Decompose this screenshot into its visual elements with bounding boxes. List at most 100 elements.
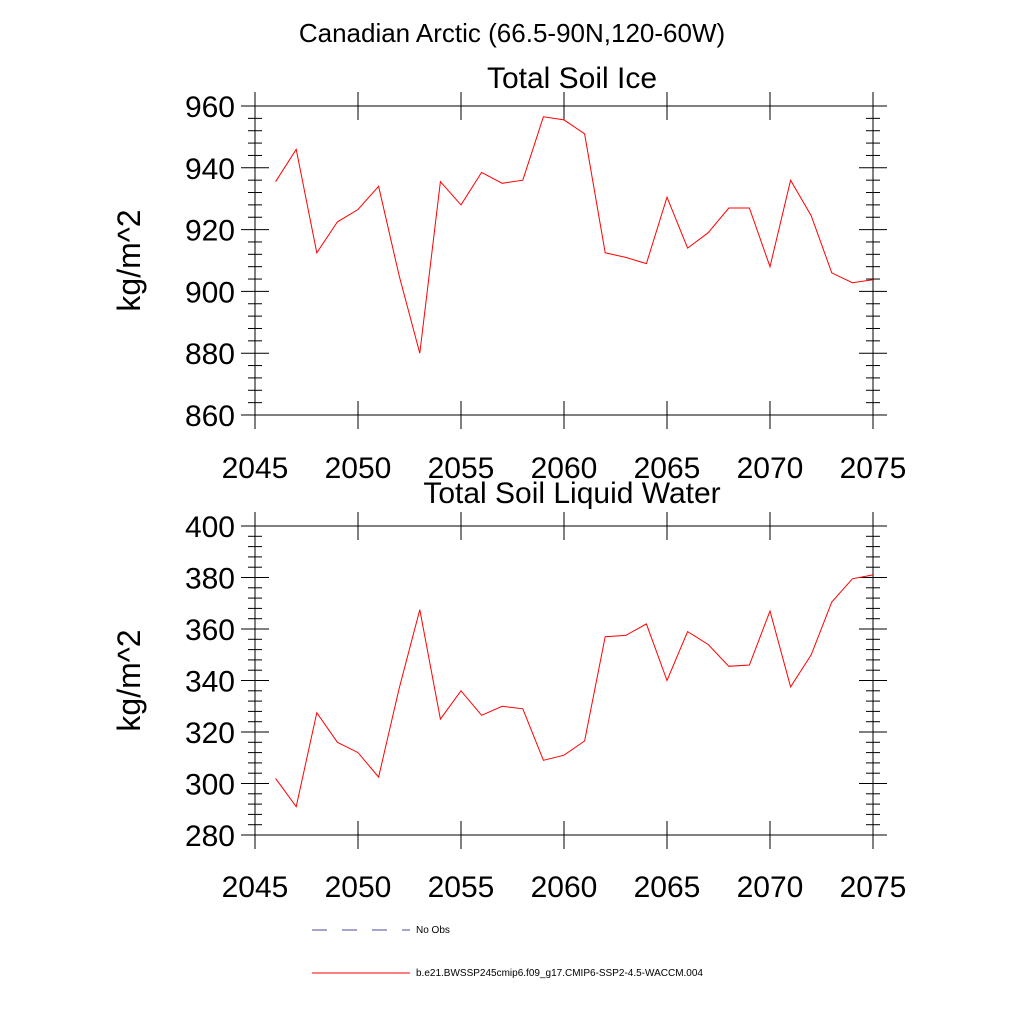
y-tick-label: 860 [185,400,235,433]
data-point [584,133,585,134]
data-point [790,180,791,181]
panel-total-soil-ice: Total Soil Ice kg/m^2 860 880 900 920 940 960 20… [111,62,906,485]
data-point [296,149,297,150]
data-point [461,690,462,691]
data-point [419,609,420,610]
data-point [708,644,709,645]
data-point [502,706,503,707]
data-point [667,197,668,198]
data-point [378,186,379,187]
plot-title: Total Soil Liquid Water [423,477,720,510]
x-tick-label: 2055 [428,871,495,904]
data-point [687,248,688,249]
data-point [502,183,503,184]
data-point [419,353,420,354]
x-tick-label: 2060 [531,871,598,904]
data-point [770,611,771,612]
x-tick-label: 2075 [840,452,907,485]
data-point [522,708,523,709]
data-point [646,623,647,624]
data-point [811,215,812,216]
plot-frame [254,525,874,836]
x-tick-label: 2070 [737,452,804,485]
data-point [831,272,832,273]
data-point [605,636,606,637]
data-point [275,778,276,779]
figure-suptitle: Canadian Arctic (66.5-90N,120-60W) [299,18,725,48]
data-point [687,631,688,632]
data-point [873,574,874,575]
x-tick-label: 2045 [222,871,289,904]
legend-label-model: b.e21.BWSSP245cmip6.f09_g17.CMIP6-SSP2-4… [416,968,703,979]
data-point [564,119,565,120]
data-point [461,204,462,205]
data-point [358,209,359,210]
data-point [625,635,626,636]
series-line [275,116,874,354]
data-point [358,752,359,753]
data-point [337,221,338,222]
data-point [749,208,750,209]
data-point [440,181,441,182]
data-point [852,578,853,579]
data-point [543,116,544,117]
data-point [296,806,297,807]
data-point [337,742,338,743]
y-tick-label: 940 [185,153,235,186]
data-point [790,686,791,687]
data-point [399,275,400,276]
data-point [811,654,812,655]
data-point [399,688,400,689]
panel-total-soil-liquid-water: Total Soil Liquid Water kg/m^2 280 300 320 34… [111,477,906,904]
data-point [605,252,606,253]
data-point [873,279,874,280]
data-point [667,680,668,681]
x-tick-label: 2060 [531,452,598,485]
x-tick-label: 2055 [428,452,495,485]
y-axis-label: kg/m^2 [111,209,147,311]
data-point [625,257,626,258]
x-tick-label: 2070 [737,871,804,904]
y-tick-label: 920 [185,215,235,248]
data-point [728,666,729,667]
y-tick-label: 280 [185,820,235,853]
data-point [481,715,482,716]
x-tick-label: 2075 [840,871,907,904]
data-point [316,252,317,253]
data-point [275,181,276,182]
data-point [728,208,729,209]
plot-title: Total Soil Ice [487,62,657,95]
legend: No Obs b.e21.BWSSP245cmip6.f09_g17.CMIP6… [312,925,703,979]
y-tick-label: 400 [185,511,235,544]
data-point [440,719,441,720]
plot-frame [254,105,874,416]
y-tick-label: 320 [185,717,235,750]
data-point [770,266,771,267]
data-point [708,232,709,233]
series-line [275,574,874,808]
data-point [543,760,544,761]
y-tick-label: 300 [185,769,235,802]
data-point [646,263,647,264]
y-tick-label: 960 [185,91,235,124]
data-point [316,712,317,713]
y-tick-label: 380 [185,563,235,596]
data-point [831,602,832,603]
data-point [522,180,523,181]
data-point [564,755,565,756]
y-tick-label: 360 [185,614,235,647]
data-point [378,777,379,778]
data-point [749,665,750,666]
x-tick-label: 2045 [222,452,289,485]
x-tick-label: 2065 [634,871,701,904]
x-tick-label: 2050 [325,452,392,485]
y-tick-label: 880 [185,338,235,371]
data-point [481,172,482,173]
y-tick-label: 340 [185,666,235,699]
data-point [584,741,585,742]
x-tick-label: 2065 [634,452,701,485]
legend-label-no-obs: No Obs [416,925,450,936]
x-tick-label: 2050 [325,871,392,904]
y-axis-label: kg/m^2 [111,629,147,731]
